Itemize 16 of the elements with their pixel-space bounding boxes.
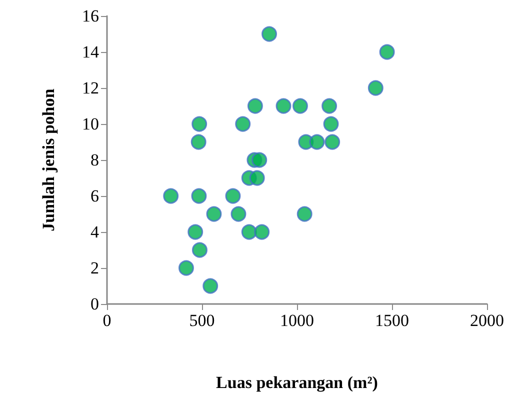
y-tick-label: 16 <box>82 6 99 26</box>
y-tick-label: 12 <box>82 78 99 98</box>
x-tick-label: 500 <box>189 311 215 330</box>
x-tick-label: 1000 <box>280 311 314 330</box>
y-tick-label: 0 <box>90 294 99 314</box>
x-tick-label: 0 <box>102 311 112 330</box>
y-tick-label: 4 <box>90 222 100 242</box>
y-tick-label: 8 <box>90 150 99 170</box>
x-axis-title: Luas pekarangan (m²) <box>216 373 378 392</box>
y-tick-label: 14 <box>82 42 100 62</box>
x-tick-label: 2000 <box>470 311 504 330</box>
y-tick-label: 6 <box>90 186 99 206</box>
x-tick-label: 1500 <box>375 311 409 330</box>
y-tick-label: 10 <box>82 114 99 134</box>
y-tick-label: 2 <box>90 258 99 278</box>
y-axis-title: Jumlah jenis pohon <box>39 88 58 232</box>
